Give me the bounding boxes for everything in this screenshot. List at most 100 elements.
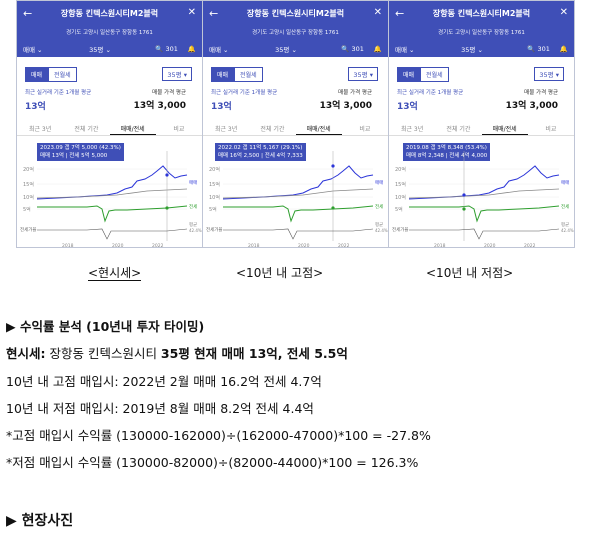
price-chart: 20억 15억 10억 5억 매매 전세 평균 42.4% 전세가율 2018 …: [20, 151, 202, 248]
section-title-yield: ▶ 수익률 분석 (10년내 투자 타이밍): [6, 319, 205, 334]
gap-pct: 42.4%: [375, 228, 388, 233]
high-buy-line: 10년 내 고점 매입시: 2022년 2월 매매 16.2억 전세 4.7억: [6, 374, 322, 389]
tab-all[interactable]: 전체 기간: [446, 126, 471, 133]
avg-line: [408, 188, 560, 199]
toggle-sale[interactable]: 매매: [25, 67, 49, 82]
gap-ratio-line: [223, 228, 374, 240]
trade-toggle: 매매 전월세: [25, 67, 77, 82]
ask-label: 매물 가격 평균: [338, 90, 372, 96]
gap-pct: 42.4%: [561, 228, 574, 233]
x-tick: 2018: [62, 243, 74, 248]
y-tick: 20억: [23, 166, 34, 173]
hover-point-sale: [331, 164, 335, 168]
back-arrow-icon[interactable]: ←: [23, 7, 33, 20]
legend-jeonse: 전세: [189, 203, 197, 210]
hover-point-jeonse: [165, 206, 169, 210]
size-select[interactable]: 35평 ⌄: [275, 46, 297, 54]
y-tick: 10억: [23, 194, 34, 201]
tab-all[interactable]: 전체 기간: [74, 126, 99, 133]
x-tick: 2022: [152, 243, 164, 248]
gap-label: 전세가율: [206, 226, 223, 233]
toggle-sale[interactable]: 매매: [397, 67, 421, 82]
complex-title: 장항동 킨텍스원시티M2블럭: [60, 9, 159, 18]
toggle-rent[interactable]: 전월세: [48, 67, 77, 82]
x-tick: 2020: [298, 243, 310, 248]
price-chart: 20억 15억 10억 5억 매매 전세 평균 42.4% 전세가율 2018 …: [206, 151, 388, 248]
y-tick: 15억: [209, 181, 220, 188]
x-tick: 2020: [112, 243, 124, 248]
close-icon[interactable]: ✕: [373, 7, 382, 18]
hover-point-jeonse: [331, 206, 335, 210]
sale-line: [408, 165, 560, 200]
recent-value: 13억: [25, 102, 46, 112]
y-tick: 15억: [23, 181, 34, 188]
app-header: ← 장항동 킨텍스원시티M2블럭 ✕ 경기도 고양시 일산동구 장항동 1761…: [389, 1, 574, 57]
close-icon[interactable]: ✕: [559, 7, 568, 18]
bell-icon[interactable]: 🔔: [187, 45, 196, 53]
tab-recent-3y[interactable]: 최근 3년: [214, 126, 238, 133]
jeonse-line: [223, 205, 374, 223]
complex-title: 장항동 킨텍스원시티M2블럭: [432, 9, 531, 18]
ask-value: 13억 3,000: [133, 101, 186, 111]
tab-all[interactable]: 전체 기간: [260, 126, 285, 133]
address: 경기도 고양시 일산동구 장항동 1761: [438, 30, 525, 36]
x-tick: 2022: [524, 243, 536, 248]
bell-icon[interactable]: 🔔: [373, 45, 382, 53]
back-arrow-icon[interactable]: ←: [395, 7, 405, 20]
recent-label: 최근 실거래 기준 1개월 평균: [211, 90, 278, 96]
recent-value: 13억: [211, 102, 232, 112]
hover-point-sale: [462, 193, 466, 197]
y-tick: 15억: [395, 181, 406, 188]
x-tick: 2022: [338, 243, 350, 248]
jeonse-line: [37, 205, 188, 223]
ask-label: 매물 가격 평균: [524, 90, 558, 96]
address: 경기도 고양시 일산동구 장항동 1761: [66, 30, 153, 36]
tab-compare[interactable]: 비교: [545, 126, 557, 133]
pyeong-dropdown[interactable]: 35평 ▾: [348, 67, 378, 81]
gap-ratio-line: [37, 228, 188, 240]
bell-icon[interactable]: 🔔: [559, 45, 568, 53]
size-select[interactable]: 35평 ⌄: [89, 46, 111, 54]
legend-sale: 매매: [561, 179, 569, 186]
avg-line: [36, 188, 188, 199]
period-tabs: 최근 3년 전체 기간 매매/전세 비교: [389, 120, 574, 136]
screenshot-panel-high: ← 장항동 킨텍스원시티M2블럭 ✕ 경기도 고양시 일산동구 장항동 1761…: [202, 0, 389, 248]
pyeong-dropdown[interactable]: 35평 ▾: [162, 67, 192, 81]
listing-count[interactable]: 🔍 301: [155, 45, 178, 53]
toggle-sale[interactable]: 매매: [211, 67, 235, 82]
trade-type-select[interactable]: 매매 ⌄: [395, 46, 415, 54]
legend-avg: 평균: [189, 221, 197, 228]
tab-sale-jeonse[interactable]: 매매/전세: [481, 120, 528, 135]
y-tick: 5억: [23, 206, 31, 213]
trade-type-select[interactable]: 매매 ⌄: [23, 46, 43, 54]
tab-recent-3y[interactable]: 최근 3년: [400, 126, 424, 133]
recent-label: 최근 실거래 기준 1개월 평균: [397, 90, 464, 96]
tab-compare[interactable]: 비교: [173, 126, 185, 133]
close-icon[interactable]: ✕: [187, 7, 196, 18]
caption-high: <10년 내 고점>: [236, 266, 324, 280]
legend-sale: 매매: [189, 179, 197, 186]
caption-current: <현시세>: [88, 266, 142, 281]
x-tick: 2018: [248, 243, 260, 248]
tab-sale-jeonse[interactable]: 매매/전세: [109, 120, 156, 135]
tab-compare[interactable]: 비교: [359, 126, 371, 133]
chart-tooltip: 2023.09 갭 7억 5,000 (42.3%) 매매 13억 | 전세 5억…: [37, 143, 124, 161]
screenshot-panel-current: ← 장항동 킨텍스원시티M2블럭 ✕ 경기도 고양시 일산동구 장항동 1761…: [16, 0, 203, 248]
app-header: ← 장항동 킨텍스원시티M2블럭 ✕ 경기도 고양시 일산동구 장항동 1761…: [203, 1, 388, 57]
listing-count[interactable]: 🔍 301: [341, 45, 364, 53]
tab-sale-jeonse[interactable]: 매매/전세: [295, 120, 342, 135]
legend-jeonse: 전세: [561, 203, 569, 210]
trade-type-select[interactable]: 매매 ⌄: [209, 46, 229, 54]
pyeong-dropdown[interactable]: 35평 ▾: [534, 67, 564, 81]
gap-label: 전세가율: [20, 226, 37, 233]
back-arrow-icon[interactable]: ←: [209, 7, 219, 20]
low-buy-line: 10년 내 저점 매입시: 2019년 8월 매매 8.2억 전세 4.4억: [6, 401, 314, 416]
toggle-rent[interactable]: 전월세: [420, 67, 449, 82]
size-select[interactable]: 35평 ⌄: [461, 46, 483, 54]
listing-count[interactable]: 🔍 301: [527, 45, 550, 53]
hover-point-jeonse: [462, 207, 466, 211]
y-tick: 10억: [395, 194, 406, 201]
tab-recent-3y[interactable]: 최근 3년: [28, 126, 52, 133]
y-tick: 20억: [209, 166, 220, 173]
toggle-rent[interactable]: 전월세: [234, 67, 263, 82]
